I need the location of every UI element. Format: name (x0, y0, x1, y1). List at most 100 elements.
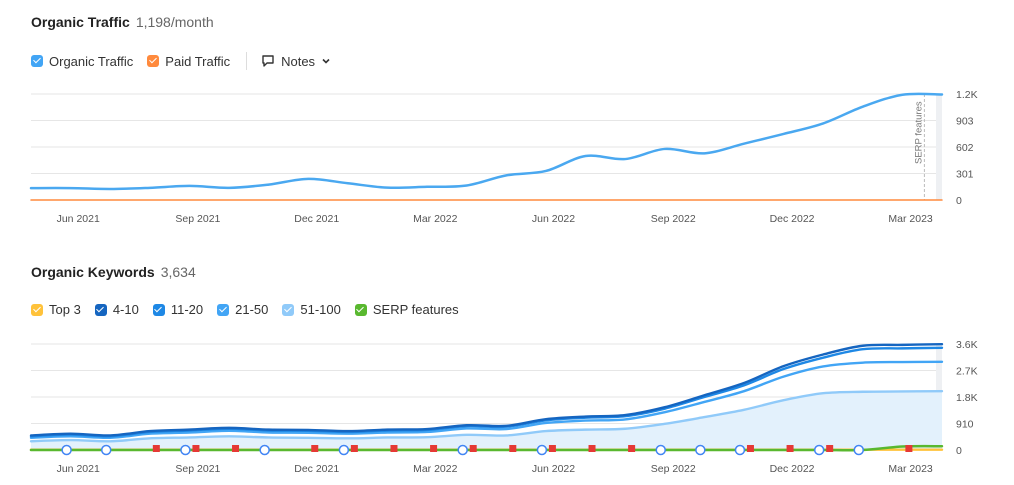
note-icon (262, 55, 274, 67)
organic-keywords-value: 3,634 (160, 264, 196, 280)
organic-keywords-label: Organic Keywords (31, 264, 155, 280)
organic-keywords-title: Organic Keywords 3,634 (31, 264, 196, 280)
legend-label: 4-10 (112, 302, 139, 317)
google-update-marker (813, 444, 825, 456)
google-update-marker (180, 444, 191, 456)
flag-marker (390, 445, 398, 452)
flag-marker (192, 445, 200, 452)
traffic-legend: Organic Traffic Paid Traffic Notes (31, 52, 337, 70)
legend-label: 51-100 (300, 302, 341, 317)
flag-marker (152, 445, 160, 452)
y-tick-label: 0 (956, 195, 962, 207)
flag-marker (628, 445, 636, 452)
google-update-marker (536, 444, 548, 456)
flag-marker (430, 445, 438, 452)
organic-traffic-chart: 0 301 602 903 1.2K Jun 2021 Sep 2021 Dec 2021 Ma… (29, 89, 978, 225)
checkbox-checked-icon[interactable] (94, 303, 107, 316)
checkbox-checked-icon[interactable] (217, 303, 230, 316)
y-tick-label: 2.7K (956, 366, 978, 378)
google-update-marker (734, 444, 746, 456)
legend-serp-features[interactable]: SERP features (354, 302, 459, 317)
legend-51-100[interactable]: 51-100 (282, 302, 341, 317)
y-tick-label: 3.6K (956, 339, 978, 351)
x-tick-label: Sep 2021 (175, 463, 220, 475)
y-tick-label: 301 (956, 169, 974, 181)
flag-marker (588, 445, 596, 452)
legend-4-10[interactable]: 4-10 (94, 302, 139, 317)
series-line-4-10 (29, 342, 944, 437)
legend-organic-traffic[interactable]: Organic Traffic (31, 54, 133, 69)
series-line-organic-traffic (29, 92, 944, 191)
partial-period-shade (936, 94, 942, 200)
x-tick-label: Dec 2022 (770, 213, 815, 225)
y-tick-label: 903 (956, 116, 974, 128)
keywords-legend: Top 3 4-10 11-20 21-50 51-100 SERP featu… (31, 302, 473, 317)
organic-traffic-label: Organic Traffic (31, 14, 130, 30)
y-tick-label: 1.2K (956, 89, 978, 101)
x-tick-label: Dec 2022 (770, 463, 815, 475)
series-line-51-100 (29, 389, 944, 443)
notes-dropdown-button[interactable]: Notes (261, 54, 337, 69)
flag-marker (350, 445, 358, 452)
legend-label: SERP features (372, 302, 459, 317)
flag-marker (232, 445, 240, 452)
organic-keywords-chart: 0 910 1.8K 2.7K 3.6K Jun 2021 Sep 2021 Dec 2021… (29, 339, 978, 475)
flag-marker (548, 445, 556, 452)
x-tick-label: Mar 2022 (413, 463, 458, 475)
y-tick-label: 602 (956, 142, 974, 154)
google-update-marker (100, 444, 112, 456)
flag-marker (826, 445, 834, 452)
legend-11-20[interactable]: 11-20 (152, 302, 204, 317)
divider (246, 52, 248, 70)
flag-marker (786, 445, 794, 452)
google-update-marker (259, 444, 270, 456)
legend-21-50[interactable]: 21-50 (217, 302, 268, 317)
series-line-21-50 (29, 360, 944, 440)
y-tick-label: 910 (956, 419, 974, 431)
legend-label: Paid Traffic (165, 53, 231, 69)
google-update-marker (655, 444, 666, 456)
legend-top-3[interactable]: Top 3 (31, 302, 81, 317)
flag-marker (469, 445, 477, 452)
flag-marker (905, 445, 913, 452)
google-update-marker (338, 444, 350, 456)
x-tick-label: Mar 2023 (888, 213, 933, 225)
flag-marker (311, 445, 319, 452)
google-update-marker (853, 444, 865, 456)
legend-label: Organic Traffic (49, 53, 134, 69)
checkbox-checked-icon[interactable] (282, 303, 295, 316)
checkbox-checked-icon[interactable] (354, 303, 367, 316)
x-tick-label: Sep 2022 (651, 463, 696, 475)
legend-paid-traffic[interactable]: Paid Traffic (147, 54, 230, 69)
legend-label: 11-20 (170, 302, 204, 317)
legend-label: Top 3 (49, 302, 81, 317)
x-tick-label: Jun 2021 (57, 213, 100, 225)
y-tick-label: 0 (956, 445, 962, 457)
flag-marker (746, 445, 754, 452)
checkbox-checked-icon[interactable] (147, 55, 160, 67)
x-tick-label: Mar 2023 (888, 463, 933, 475)
checkbox-checked-icon[interactable] (31, 55, 43, 67)
checkbox-checked-icon[interactable] (31, 303, 43, 316)
x-tick-label: Mar 2022 (413, 213, 458, 225)
x-tick-label: Jun 2022 (532, 463, 575, 475)
x-tick-label: Sep 2022 (651, 213, 696, 225)
organic-traffic-value: 1,198/month (135, 14, 214, 30)
series-area-51-100 (31, 391, 942, 450)
x-tick-label: Jun 2021 (57, 463, 100, 475)
google-update-marker (61, 444, 72, 456)
notes-label: Notes (281, 53, 316, 69)
chevron-down-icon (322, 58, 330, 64)
google-update-marker (457, 444, 468, 456)
y-tick-label: 1.8K (956, 392, 978, 404)
legend-label: 21-50 (235, 302, 269, 317)
flag-marker (509, 445, 517, 452)
x-tick-label: Dec 2021 (294, 463, 339, 475)
google-update-marker (695, 444, 706, 456)
x-tick-label: Dec 2021 (294, 213, 339, 225)
organic-traffic-title: Organic Traffic 1,198/month (31, 14, 214, 30)
checkbox-checked-icon[interactable] (152, 303, 165, 316)
annotation-label: SERP features (913, 101, 924, 164)
x-tick-label: Jun 2022 (532, 213, 575, 225)
x-tick-label: Sep 2021 (175, 213, 220, 225)
